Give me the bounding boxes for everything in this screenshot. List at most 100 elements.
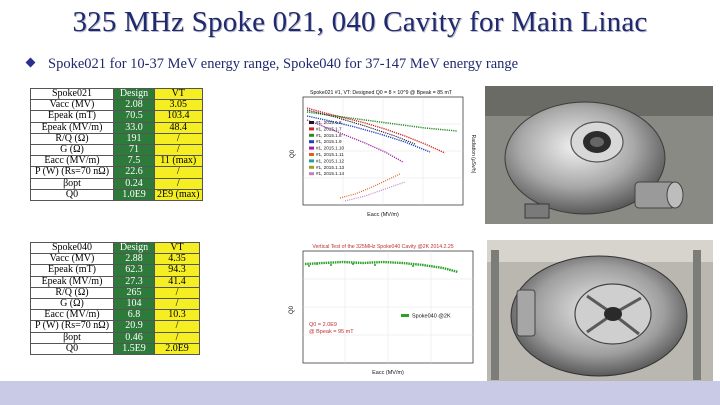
plot1-title: Spoke021 #1, VT: Designed Q0 = 8 × 10^9 … <box>310 90 453 96</box>
plot1-legend-swatch <box>309 133 314 137</box>
design-value: 0.24 <box>113 177 155 190</box>
table-header-vt: VT <box>154 87 203 101</box>
design-value: 265 <box>113 286 155 300</box>
plot1-legend: #1, 2015.1.6#1, 2015.1.7 #1, 2015.1.8 #1, … <box>309 120 345 176</box>
row-label: G (Ω) <box>30 298 114 311</box>
spoke040-cavity-photo <box>487 240 713 382</box>
table-row: Eacc (MV/m) 6.8 10.3 <box>30 309 200 322</box>
design-value: 70.5 <box>113 110 155 123</box>
plot1-legend-swatch <box>309 146 314 150</box>
vt-value: 41.4 <box>154 275 200 288</box>
plot1-y2label: Radiation (µSv/h) <box>470 135 476 174</box>
plot2-annotation-q0: Q0 = 2.0E9 <box>309 322 337 328</box>
vt-value: 2E9 (max) <box>154 188 203 202</box>
plot2-ylabel: Q0 <box>289 305 295 314</box>
plot1-legend-label: #1, 2015.1.8 <box>316 133 342 138</box>
table-row: Epeak (MV/m) 33.0 48.4 <box>30 121 203 134</box>
row-label: Epeak (MV/m) <box>30 275 114 288</box>
vt-value: / <box>154 144 203 157</box>
design-value: 22.6 <box>113 166 155 179</box>
spoke040-vt-plot: Vertical Test of the 325MHz Spoke040 Cav… <box>283 240 481 380</box>
plot1-legend-swatch <box>309 159 314 163</box>
vt-value: 103.4 <box>154 110 203 123</box>
row-label: G (Ω) <box>30 144 114 157</box>
slide-title: 325 MHz Spoke 021, 040 Cavity for Main L… <box>72 6 648 38</box>
table-row: R/Q (Ω) 265/ <box>30 286 200 300</box>
table-header-vt: VT <box>154 241 200 255</box>
row-label: βopt <box>30 177 114 190</box>
vt-value: 11 (max) <box>154 155 203 168</box>
spoke021-vt-plot: Spoke021 #1, VT: Designed Q0 = 8 × 10^9 … <box>285 86 477 222</box>
row-label: Epeak (mT) <box>30 110 114 123</box>
vt-value: / <box>154 166 203 179</box>
design-value: 2.08 <box>113 99 155 112</box>
plot1-series-blue <box>306 115 431 153</box>
design-value: 7.5 <box>113 155 155 168</box>
table-row: Vacc (MV) 2.08 3.05 <box>30 99 203 112</box>
plot2-legend-swatch <box>401 314 409 317</box>
design-value: 62.3 <box>113 264 155 277</box>
plot1-series-black <box>306 109 416 145</box>
vt-value: / <box>154 320 200 333</box>
table-row: R/Q (Ω) 191/ <box>30 132 203 146</box>
plot2-xlabel: Eacc (MV/m) <box>372 370 404 376</box>
design-value: 0.46 <box>113 331 155 344</box>
plot2-legend-label: Spoke040 @2K <box>412 314 451 320</box>
table-row: Epeak (MV/m) 27.3 41.4 <box>30 275 200 288</box>
spoke040-parameter-table: Spoke040 Design VT Vacc (MV) 2.88 4.35 Epe… <box>30 241 200 356</box>
plot1-legend-swatch <box>309 165 314 169</box>
row-label: Vacc (MV) <box>30 99 114 112</box>
vt-value: 94.3 <box>154 264 200 277</box>
plot1-legend-swatch <box>309 127 314 131</box>
row-label: Eacc (MV/m) <box>30 155 114 168</box>
design-value: 1.0E9 <box>113 188 155 202</box>
design-value: 27.3 <box>113 275 155 288</box>
design-value: 104 <box>113 298 155 311</box>
plot1-legend-label: #1, 2015.1.11 <box>316 152 344 157</box>
table-row: βopt 0.24/ <box>30 177 203 190</box>
plot1-legend-label: #1, 2015.1.6 <box>316 120 342 125</box>
plot1-legend-swatch <box>309 172 314 176</box>
design-value: 191 <box>113 132 155 146</box>
spoke021-cavity-photo <box>485 86 713 224</box>
table-row: P (W) (Rs=70 nΩ) 20.9/ <box>30 320 200 333</box>
vt-value: 48.4 <box>154 121 203 134</box>
subtitle-text: Spoke021 for 10-37 MeV energy range, Spo… <box>48 56 519 72</box>
plot2-grid <box>303 251 473 363</box>
table-row: Q0 1.0E9 2E9 (max) <box>30 188 203 202</box>
row-label: P (W) (Rs=70 nΩ) <box>30 320 114 333</box>
subtitle-bullet: Spoke021 for 10-37 MeV energy range, Spo… <box>25 56 519 73</box>
plot1-legend-label: #1, 2015.1.7 <box>316 126 342 131</box>
table-header-design: Design <box>113 87 155 101</box>
table-row: G (Ω) 104/ <box>30 298 200 311</box>
row-label: R/Q (Ω) <box>30 286 114 300</box>
row-label: Q0 <box>30 342 114 356</box>
design-value: 20.9 <box>113 320 155 333</box>
plot2-series-scatter <box>308 263 414 267</box>
row-label: Eacc (MV/m) <box>30 309 114 322</box>
table-header-design: Design <box>113 241 155 255</box>
design-value: 6.8 <box>113 309 155 322</box>
design-value: 33.0 <box>113 121 155 134</box>
plot1-series-purple <box>306 119 404 163</box>
plot1-legend-label: #1, 2015.1.12 <box>316 158 345 163</box>
vt-value: 10.3 <box>154 309 200 322</box>
plot1-series-pink <box>344 181 406 202</box>
plot1-series-orange <box>339 173 401 199</box>
vt-value: 2.0E9 <box>154 342 200 356</box>
plot1-legend-label: #1, 2015.1.13 <box>316 165 345 170</box>
vt-value: / <box>154 286 200 300</box>
footer-band <box>0 381 720 405</box>
row-label: Epeak (MV/m) <box>30 121 114 134</box>
vt-value: / <box>154 298 200 311</box>
design-value: 1.5E9 <box>113 342 155 356</box>
plot1-xlabel: Eacc (MV/m) <box>367 212 399 218</box>
row-label: Q0 <box>30 188 114 202</box>
plot1-ylabel: Q0 <box>290 149 296 158</box>
plot1-legend-swatch <box>309 140 314 144</box>
vt-value: / <box>154 177 203 190</box>
design-value: 2.88 <box>113 253 155 266</box>
table-row: Vacc (MV) 2.88 4.35 <box>30 253 200 266</box>
table-row: Eacc (MV/m) 7.5 11 (max) <box>30 155 203 168</box>
plot1-series-markers <box>306 107 458 202</box>
